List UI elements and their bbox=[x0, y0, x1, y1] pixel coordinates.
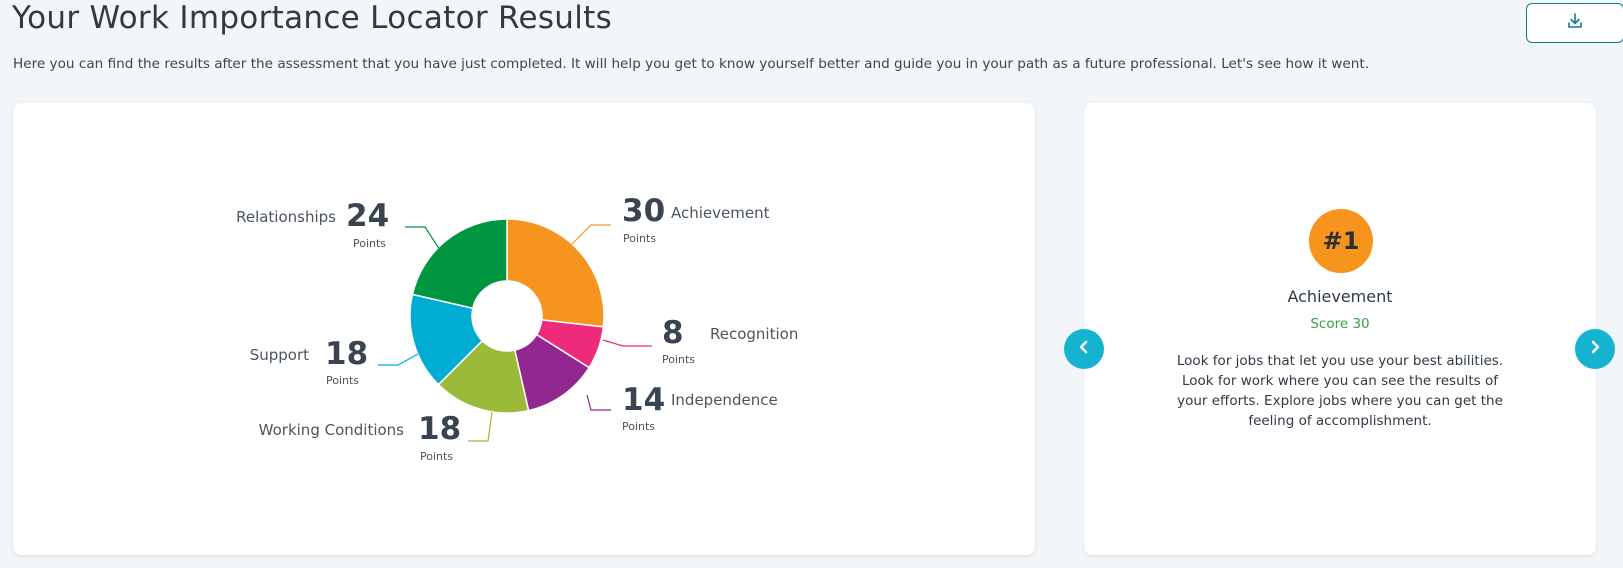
page-title: Your Work Importance Locator Results bbox=[12, 0, 613, 36]
detail-description: Look for jobs that let you use your best… bbox=[1176, 353, 1504, 429]
slice-unit-working-conditions: Points bbox=[420, 450, 453, 463]
leader-line-support bbox=[378, 353, 419, 366]
slice-label-achievement: Achievement bbox=[671, 204, 770, 222]
page-subtitle: Here you can find the results after the … bbox=[13, 56, 1370, 72]
download-icon bbox=[1566, 12, 1584, 34]
slice-label-recognition: Recognition bbox=[710, 325, 798, 343]
chevron-left-icon bbox=[1076, 339, 1092, 359]
slice-value-working-conditions: 18 bbox=[418, 411, 461, 447]
detail-card: #1 Achievement Score 30 Look for jobs th… bbox=[1084, 103, 1596, 555]
leader-line-relationships bbox=[405, 226, 441, 251]
download-button[interactable] bbox=[1526, 3, 1623, 43]
slice-unit-relationships: Points bbox=[353, 237, 386, 250]
slice-value-support: 18 bbox=[325, 336, 368, 372]
donut-chart: Achievement 30 Points Recognition 8 Points Ind… bbox=[236, 193, 798, 463]
chevron-right-icon bbox=[1587, 339, 1603, 359]
slice-value-relationships: 24 bbox=[346, 198, 389, 234]
slice-achievement[interactable] bbox=[506, 218, 605, 328]
chart-card: Achievement 30 Points Recognition 8 Points Ind… bbox=[13, 103, 1035, 555]
slice-value-recognition: 8 bbox=[662, 315, 684, 351]
slice-value-independence: 14 bbox=[622, 382, 665, 418]
leader-line-achievement bbox=[570, 224, 611, 246]
slice-label-support: Support bbox=[250, 346, 309, 364]
leader-line-working-conditions bbox=[468, 411, 493, 442]
slice-label-relationships: Relationships bbox=[236, 208, 336, 226]
previous-button[interactable] bbox=[1064, 329, 1104, 369]
next-button[interactable] bbox=[1575, 329, 1615, 369]
slice-relationships[interactable] bbox=[411, 218, 508, 310]
detail-score: Score 30 bbox=[1310, 316, 1370, 332]
slice-unit-independence: Points bbox=[622, 420, 655, 433]
detail-title: Achievement bbox=[1287, 287, 1393, 306]
slice-label-working-conditions: Working Conditions bbox=[259, 421, 405, 439]
rank-badge: #1 bbox=[1309, 209, 1373, 273]
leader-line-independence bbox=[586, 394, 611, 411]
slice-unit-support: Points bbox=[326, 374, 359, 387]
slice-unit-achievement: Points bbox=[623, 232, 656, 245]
slice-unit-recognition: Points bbox=[662, 353, 695, 366]
slice-value-achievement: 30 bbox=[622, 193, 665, 229]
leader-line-recognition bbox=[602, 339, 652, 347]
slice-label-independence: Independence bbox=[671, 391, 778, 409]
